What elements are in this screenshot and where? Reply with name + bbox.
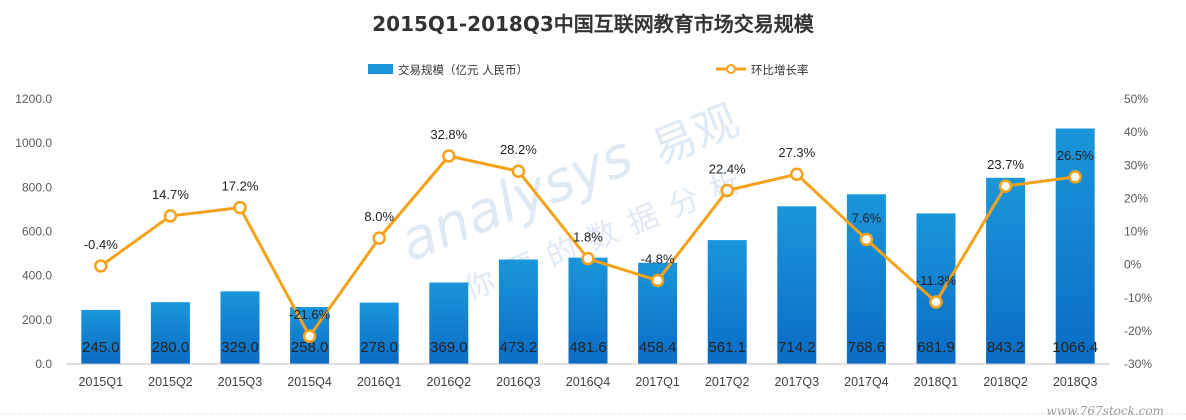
- growth-rate-label: 17.2%: [222, 179, 259, 194]
- x-tick-label: 2018Q3: [1053, 375, 1098, 389]
- y-right-tick-label: 10%: [1124, 225, 1148, 239]
- growth-point-2016Q2: [442, 149, 456, 163]
- bar-value-label: 280.0: [152, 339, 190, 356]
- y-right-tick-label: 0%: [1124, 258, 1142, 272]
- growth-rate-label: -4.8%: [641, 252, 675, 267]
- line-series: -0.4% 14.7% 17.2% -21.6% 8.0% 32.8% 28.2% 1.8% -…: [84, 127, 1094, 343]
- growth-point-2015Q3: [233, 200, 247, 215]
- y-right-tick-label: -10%: [1124, 291, 1152, 305]
- bar-2016Q4: [568, 257, 608, 364]
- legend-bar-swatch: [368, 64, 393, 74]
- bar-value-label: 245.0: [82, 339, 120, 356]
- growth-rate-label: 26.5%: [1057, 148, 1094, 163]
- x-tick-label: 2016Q2: [427, 375, 472, 389]
- bar-series: 245.0 280.0 329.0 258.0 278.0 369.0 473.2 481.6…: [81, 128, 1098, 364]
- x-tick-label: 2016Q4: [566, 375, 611, 389]
- bar-2017Q3: [777, 206, 817, 364]
- bar-2016Q2: [429, 282, 469, 364]
- x-tick-label: 2015Q1: [79, 375, 124, 389]
- bar-2017Q2: [707, 240, 747, 364]
- y-left-tick-label: 1000.0: [15, 136, 52, 150]
- y-right-tick-label: 30%: [1124, 158, 1148, 172]
- growth-rate-label: 28.2%: [500, 142, 537, 157]
- growth-rate-label: 23.7%: [987, 157, 1024, 172]
- growth-point-2017Q4: [859, 232, 874, 247]
- source-footer: www.767stock.com: [1046, 404, 1164, 418]
- bar-value-label: 561.1: [708, 339, 746, 356]
- growth-point-2015Q1: [94, 259, 108, 273]
- growth-point-2018Q2: [998, 179, 1013, 193]
- bar-2018Q3: [1055, 128, 1095, 364]
- x-tick-label: 2018Q1: [914, 375, 959, 389]
- y-left-tick-label: 600.0: [22, 225, 52, 239]
- bar-value-label: 278.0: [360, 339, 398, 356]
- x-tick-label: 2015Q3: [218, 375, 263, 389]
- growth-rate-label: 7.6%: [852, 210, 882, 225]
- bar-2015Q2: [150, 302, 190, 364]
- bar-2015Q1: [81, 309, 121, 364]
- x-tick-label: 2015Q2: [148, 375, 193, 389]
- growth-rate-label: 1.8%: [573, 230, 603, 245]
- growth-point-2016Q3: [511, 164, 526, 178]
- y-right-tick-label: -30%: [1124, 357, 1152, 371]
- chart-title: 2015Q1-2018Q3中国互联网教育市场交易规模: [372, 12, 814, 36]
- growth-point-2016Q1: [372, 231, 386, 245]
- y-left-tick-label: 400.0: [22, 269, 52, 283]
- bar-value-label: 329.0: [221, 339, 259, 356]
- bar-2018Q2: [986, 177, 1026, 364]
- growth-point-2017Q3: [790, 167, 804, 181]
- legend-bar-label: 交易规模（亿元 人民币）: [398, 63, 528, 77]
- x-tick-label: 2016Q3: [496, 375, 541, 389]
- growth-rate-label: 32.8%: [430, 127, 467, 142]
- growth-point-2016Q4: [581, 251, 595, 266]
- growth-point-2015Q2: [163, 209, 178, 223]
- bar-value-label: 258.0: [291, 339, 329, 356]
- growth-rate-label: -0.4%: [84, 237, 118, 252]
- x-tick-label: 2017Q2: [705, 375, 750, 389]
- bar-value-label: 458.4: [639, 339, 677, 356]
- growth-point-2018Q3: [1068, 170, 1082, 184]
- x-tick-label: 2018Q2: [983, 375, 1028, 389]
- bar-value-label: 473.2: [500, 339, 538, 356]
- growth-rate-label: 14.7%: [152, 187, 189, 202]
- y-right-tick-label: 50%: [1124, 92, 1148, 106]
- bar-value-label: 369.0: [430, 339, 468, 356]
- growth-point-2017Q2: [720, 183, 734, 198]
- growth-point-2015Q4: [302, 329, 317, 343]
- y-right-tick-label: -20%: [1124, 324, 1152, 338]
- x-tick-label: 2016Q1: [357, 375, 402, 389]
- bar-value-label: 768.6: [848, 339, 886, 356]
- axes: 2015Q1 2015Q2 2015Q3 2015Q4 2016Q1 2016Q2 2016…: [15, 92, 1152, 389]
- growth-rate-label: 22.4%: [709, 161, 746, 176]
- y-right-tick-label: 40%: [1124, 125, 1148, 139]
- legend-line-label: 环比增长率: [751, 63, 809, 77]
- growth-point-2018Q1: [929, 295, 943, 309]
- y-left-tick-label: 800.0: [22, 180, 52, 194]
- bar-value-label: 481.6: [569, 339, 607, 356]
- bar-2016Q3: [498, 259, 538, 364]
- y-left-tick-label: 0.0: [35, 357, 52, 371]
- x-tick-label: 2017Q1: [635, 375, 680, 389]
- growth-rate-label: -21.6%: [289, 307, 331, 322]
- bar-value-label: 714.2: [778, 339, 816, 356]
- x-tick-label: 2017Q4: [844, 375, 889, 389]
- growth-rate-label: 8.0%: [364, 209, 394, 224]
- y-left-tick-label: 1200.0: [15, 92, 52, 106]
- y-right-tick-label: 20%: [1124, 191, 1148, 205]
- y-left-tick-label: 200.0: [22, 313, 52, 327]
- bar-value-label: 1066.4: [1052, 339, 1098, 356]
- growth-rate-label: 27.3%: [778, 145, 815, 160]
- bar-value-label: 843.2: [987, 339, 1025, 356]
- bar-value-label: 681.9: [917, 339, 955, 356]
- growth-rate-label: -11.3%: [916, 273, 957, 288]
- x-tick-label: 2017Q3: [775, 375, 820, 389]
- bar-2015Q3: [220, 291, 260, 364]
- legend: 交易规模（亿元 人民币） 环比增长率: [368, 63, 809, 77]
- bar-2017Q4: [846, 194, 886, 364]
- x-tick-label: 2015Q4: [287, 375, 332, 389]
- growth-point-2017Q1: [650, 273, 665, 288]
- legend-line-marker: [726, 64, 736, 74]
- bar-2016Q1: [359, 302, 399, 364]
